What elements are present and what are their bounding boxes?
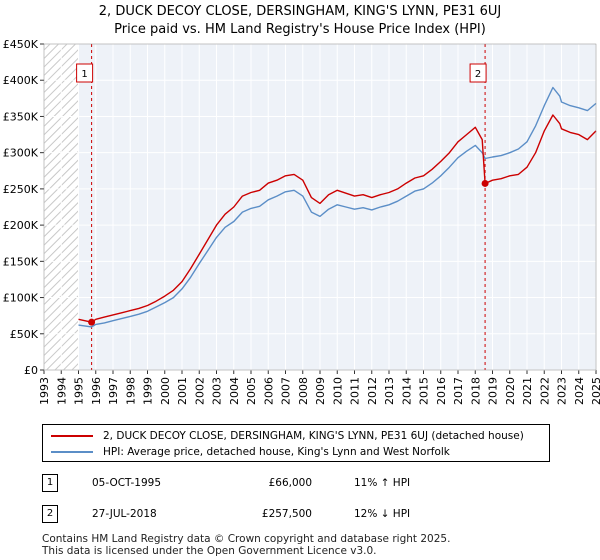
transaction-price: £257,500 [261,508,312,520]
legend-property-label: 2, DUCK DECOY CLOSE, DERSINGHAM, KING'S … [103,430,524,442]
transaction-marker: 2 [42,505,58,523]
x-tick-label: 2007 [280,377,293,405]
x-tick-label: 1998 [124,377,137,405]
y-tick-label: £400K [3,74,39,87]
x-tick-label: 2013 [383,377,396,405]
transaction-hpi-diff: 11% ↑ HPI [354,477,411,489]
x-tick-label: 1994 [55,377,68,405]
x-tick-label: 2012 [366,377,379,405]
x-tick-label: 1995 [73,377,86,405]
x-tick-label: 2006 [262,377,275,405]
x-tick-label: 2024 [573,377,586,405]
y-tick-label: £50K [10,328,39,341]
x-tick-label: 2003 [211,377,224,405]
x-tick-label: 2011 [349,377,362,405]
legend-item-property: 2, DUCK DECOY CLOSE, DERSINGHAM, KING'S … [51,430,524,442]
y-tick-label: £150K [3,255,39,268]
sale-point [88,318,96,326]
annotation-box [469,63,487,83]
transaction-price: £66,000 [268,477,312,489]
property-line-swatch [51,435,93,437]
transaction-row: 1 05-OCT-1995 £66,000 11% ↑ HPI [42,474,542,494]
x-tick-label: 2008 [297,377,310,405]
x-tick-label: 2022 [538,377,551,405]
x-tick-label: 2015 [418,377,431,405]
x-tick-label: 2004 [228,377,241,405]
x-tick-label: 2016 [435,377,448,405]
x-tick-label: 2005 [245,377,258,405]
x-tick-label: 1997 [107,377,120,405]
legend-item-hpi: HPI: Average price, detached house, King… [51,446,450,458]
hpi-line-swatch [51,451,93,453]
x-tick-label: 2010 [331,377,344,405]
x-tick-label: 2021 [521,377,534,405]
x-tick-label: 2000 [159,377,172,405]
chart-legend: 2, DUCK DECOY CLOSE, DERSINGHAM, KING'S … [42,424,550,462]
x-tick-label: 2014 [400,377,413,405]
y-tick-label: £200K [3,219,39,232]
hpi-line [78,86,597,328]
footer-licence: This data is licensed under the Open Gov… [42,545,377,557]
footer-copyright: Contains HM Land Registry data © Crown c… [42,533,451,545]
annotation-label: 2 [475,69,481,80]
y-tick-label: £350K [3,110,39,123]
transaction-row: 2 27-JUL-2018 £257,500 12% ↓ HPI [42,505,542,525]
x-tick-label: 2002 [193,377,206,405]
y-tick-label: £300K [3,147,39,160]
x-tick-label: 2017 [452,377,465,405]
legend-hpi-label: HPI: Average price, detached house, King… [103,446,450,458]
x-tick-label: 2020 [504,377,517,405]
annotation-label: 1 [81,69,87,80]
x-tick-label: 2023 [556,377,569,405]
x-tick-label: 2025 [590,377,600,405]
x-tick-label: 1996 [90,377,103,405]
y-tick-label: £250K [3,183,39,196]
transaction-date: 27-JUL-2018 [92,508,157,520]
transaction-hpi-diff: 12% ↓ HPI [354,508,411,520]
x-tick-label: 2009 [314,377,327,405]
property-price-line [78,114,597,323]
x-tick-label: 1999 [142,377,155,405]
y-tick-label: £450K [3,38,39,51]
annotation-box [76,63,94,83]
sale-point [481,179,489,187]
chart-title-line1: 2, DUCK DECOY CLOSE, DERSINGHAM, KING'S … [98,4,502,19]
price-chart: 1993 1994 1995 1996 1997 1998 1999 2000 2001 2002… [3,38,600,405]
x-tick-label: 2018 [469,377,482,405]
x-tick-label: 1993 [38,377,51,405]
chart-title-line2: Price paid vs. HM Land Registry's House … [114,22,486,37]
transaction-date: 05-OCT-1995 [92,477,161,489]
x-tick-label: 2001 [176,377,189,405]
y-tick-label: £100K [3,292,39,305]
x-tick-label: 2019 [487,377,500,405]
transaction-marker: 1 [42,474,58,492]
y-tick-label: £0 [24,364,38,377]
plot-frame [43,43,597,371]
